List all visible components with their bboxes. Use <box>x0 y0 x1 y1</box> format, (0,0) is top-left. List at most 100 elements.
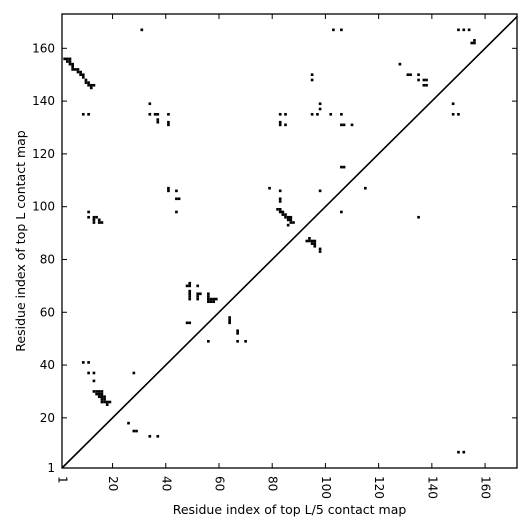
contact-point <box>196 295 200 298</box>
contact-point <box>310 112 314 116</box>
contact-point <box>236 329 239 333</box>
contact-point <box>167 112 170 116</box>
x-tick-label: 120 <box>372 476 386 499</box>
contact-point <box>318 250 322 253</box>
contact-point <box>207 292 210 296</box>
contact-point <box>473 39 476 42</box>
contact-point <box>199 292 202 296</box>
contact-point <box>92 221 96 224</box>
contact-point <box>103 398 106 401</box>
contact-point <box>87 112 90 116</box>
contact-point <box>281 213 285 216</box>
contact-point <box>92 215 96 219</box>
contact-point <box>103 400 106 404</box>
contact-point <box>228 321 231 325</box>
contact-point <box>175 197 178 201</box>
contact-point <box>127 421 130 425</box>
y-tick-label: 80 <box>40 252 55 266</box>
diagonal-line <box>61 16 518 469</box>
contact-point <box>398 62 402 66</box>
contact-point <box>87 83 90 87</box>
contact-point <box>188 321 192 325</box>
contact-point <box>188 292 192 296</box>
contact-point <box>318 102 322 106</box>
x-tick-label: 80 <box>266 476 280 491</box>
contact-point <box>132 429 136 433</box>
contact-point <box>156 112 160 116</box>
contact-point <box>79 73 82 77</box>
contact-point <box>175 189 178 193</box>
contact-point <box>167 189 170 193</box>
contact-point <box>313 242 317 245</box>
contact-point <box>148 435 152 438</box>
contact-point <box>318 107 322 111</box>
contact-point <box>292 221 295 224</box>
contact-point <box>228 316 231 319</box>
contact-point <box>212 300 215 304</box>
contact-point <box>329 112 333 116</box>
contact-point <box>95 215 98 219</box>
contact-point <box>89 86 93 90</box>
contact-point <box>278 210 282 214</box>
contact-point <box>92 390 96 393</box>
contact-point <box>87 210 90 214</box>
contact-point <box>422 83 426 87</box>
contact-point <box>278 112 282 116</box>
x-axis-label: Residue index of top L/5 contact map <box>173 502 407 517</box>
contact-point <box>209 297 213 301</box>
contact-point <box>417 78 420 82</box>
contact-point <box>100 400 104 404</box>
contact-point <box>156 118 160 121</box>
contact-point <box>105 403 109 406</box>
contact-point <box>140 28 144 32</box>
contact-point <box>462 450 466 454</box>
contact-point <box>207 339 210 343</box>
contact-point <box>87 215 90 219</box>
contact-point <box>473 41 476 45</box>
contact-point <box>92 218 96 222</box>
contact-point <box>310 73 314 77</box>
x-tick-label: 1 <box>56 476 70 484</box>
contact-point <box>167 123 170 127</box>
contact-point <box>278 200 282 203</box>
contact-point <box>100 221 104 224</box>
plot-area <box>61 13 518 469</box>
contact-point <box>417 215 420 219</box>
contact-point <box>68 57 72 61</box>
contact-point <box>105 400 109 404</box>
contact-point <box>175 210 178 214</box>
contact-point <box>284 215 287 219</box>
contact-point <box>350 123 354 127</box>
contact-point <box>71 65 74 69</box>
contact-point <box>95 392 98 396</box>
contact-points <box>63 28 476 454</box>
y-tick-label: 100 <box>32 200 55 214</box>
contact-point <box>406 73 410 77</box>
contact-point <box>289 215 293 219</box>
contact-point <box>278 123 282 127</box>
contact-point <box>457 450 460 454</box>
contact-point <box>308 237 311 240</box>
contact-point <box>340 112 343 116</box>
contact-point <box>185 284 189 288</box>
x-tick-label: 40 <box>159 476 173 491</box>
contact-point <box>310 78 314 82</box>
contact-point <box>92 371 96 375</box>
contact-point <box>308 239 311 243</box>
contact-point <box>79 70 82 74</box>
contact-point <box>318 247 322 251</box>
contact-point <box>286 218 290 222</box>
contact-point <box>188 295 192 298</box>
x-tick-label: 60 <box>212 476 226 491</box>
contact-point <box>462 28 466 32</box>
y-tick-label: 160 <box>32 41 55 55</box>
contact-point <box>313 239 317 243</box>
contact-point <box>76 70 80 74</box>
contact-point <box>81 73 85 77</box>
contact-point <box>278 189 282 193</box>
contact-point <box>97 221 101 224</box>
contact-point <box>196 284 200 288</box>
contact-point <box>470 41 474 45</box>
contact-point <box>310 239 314 243</box>
